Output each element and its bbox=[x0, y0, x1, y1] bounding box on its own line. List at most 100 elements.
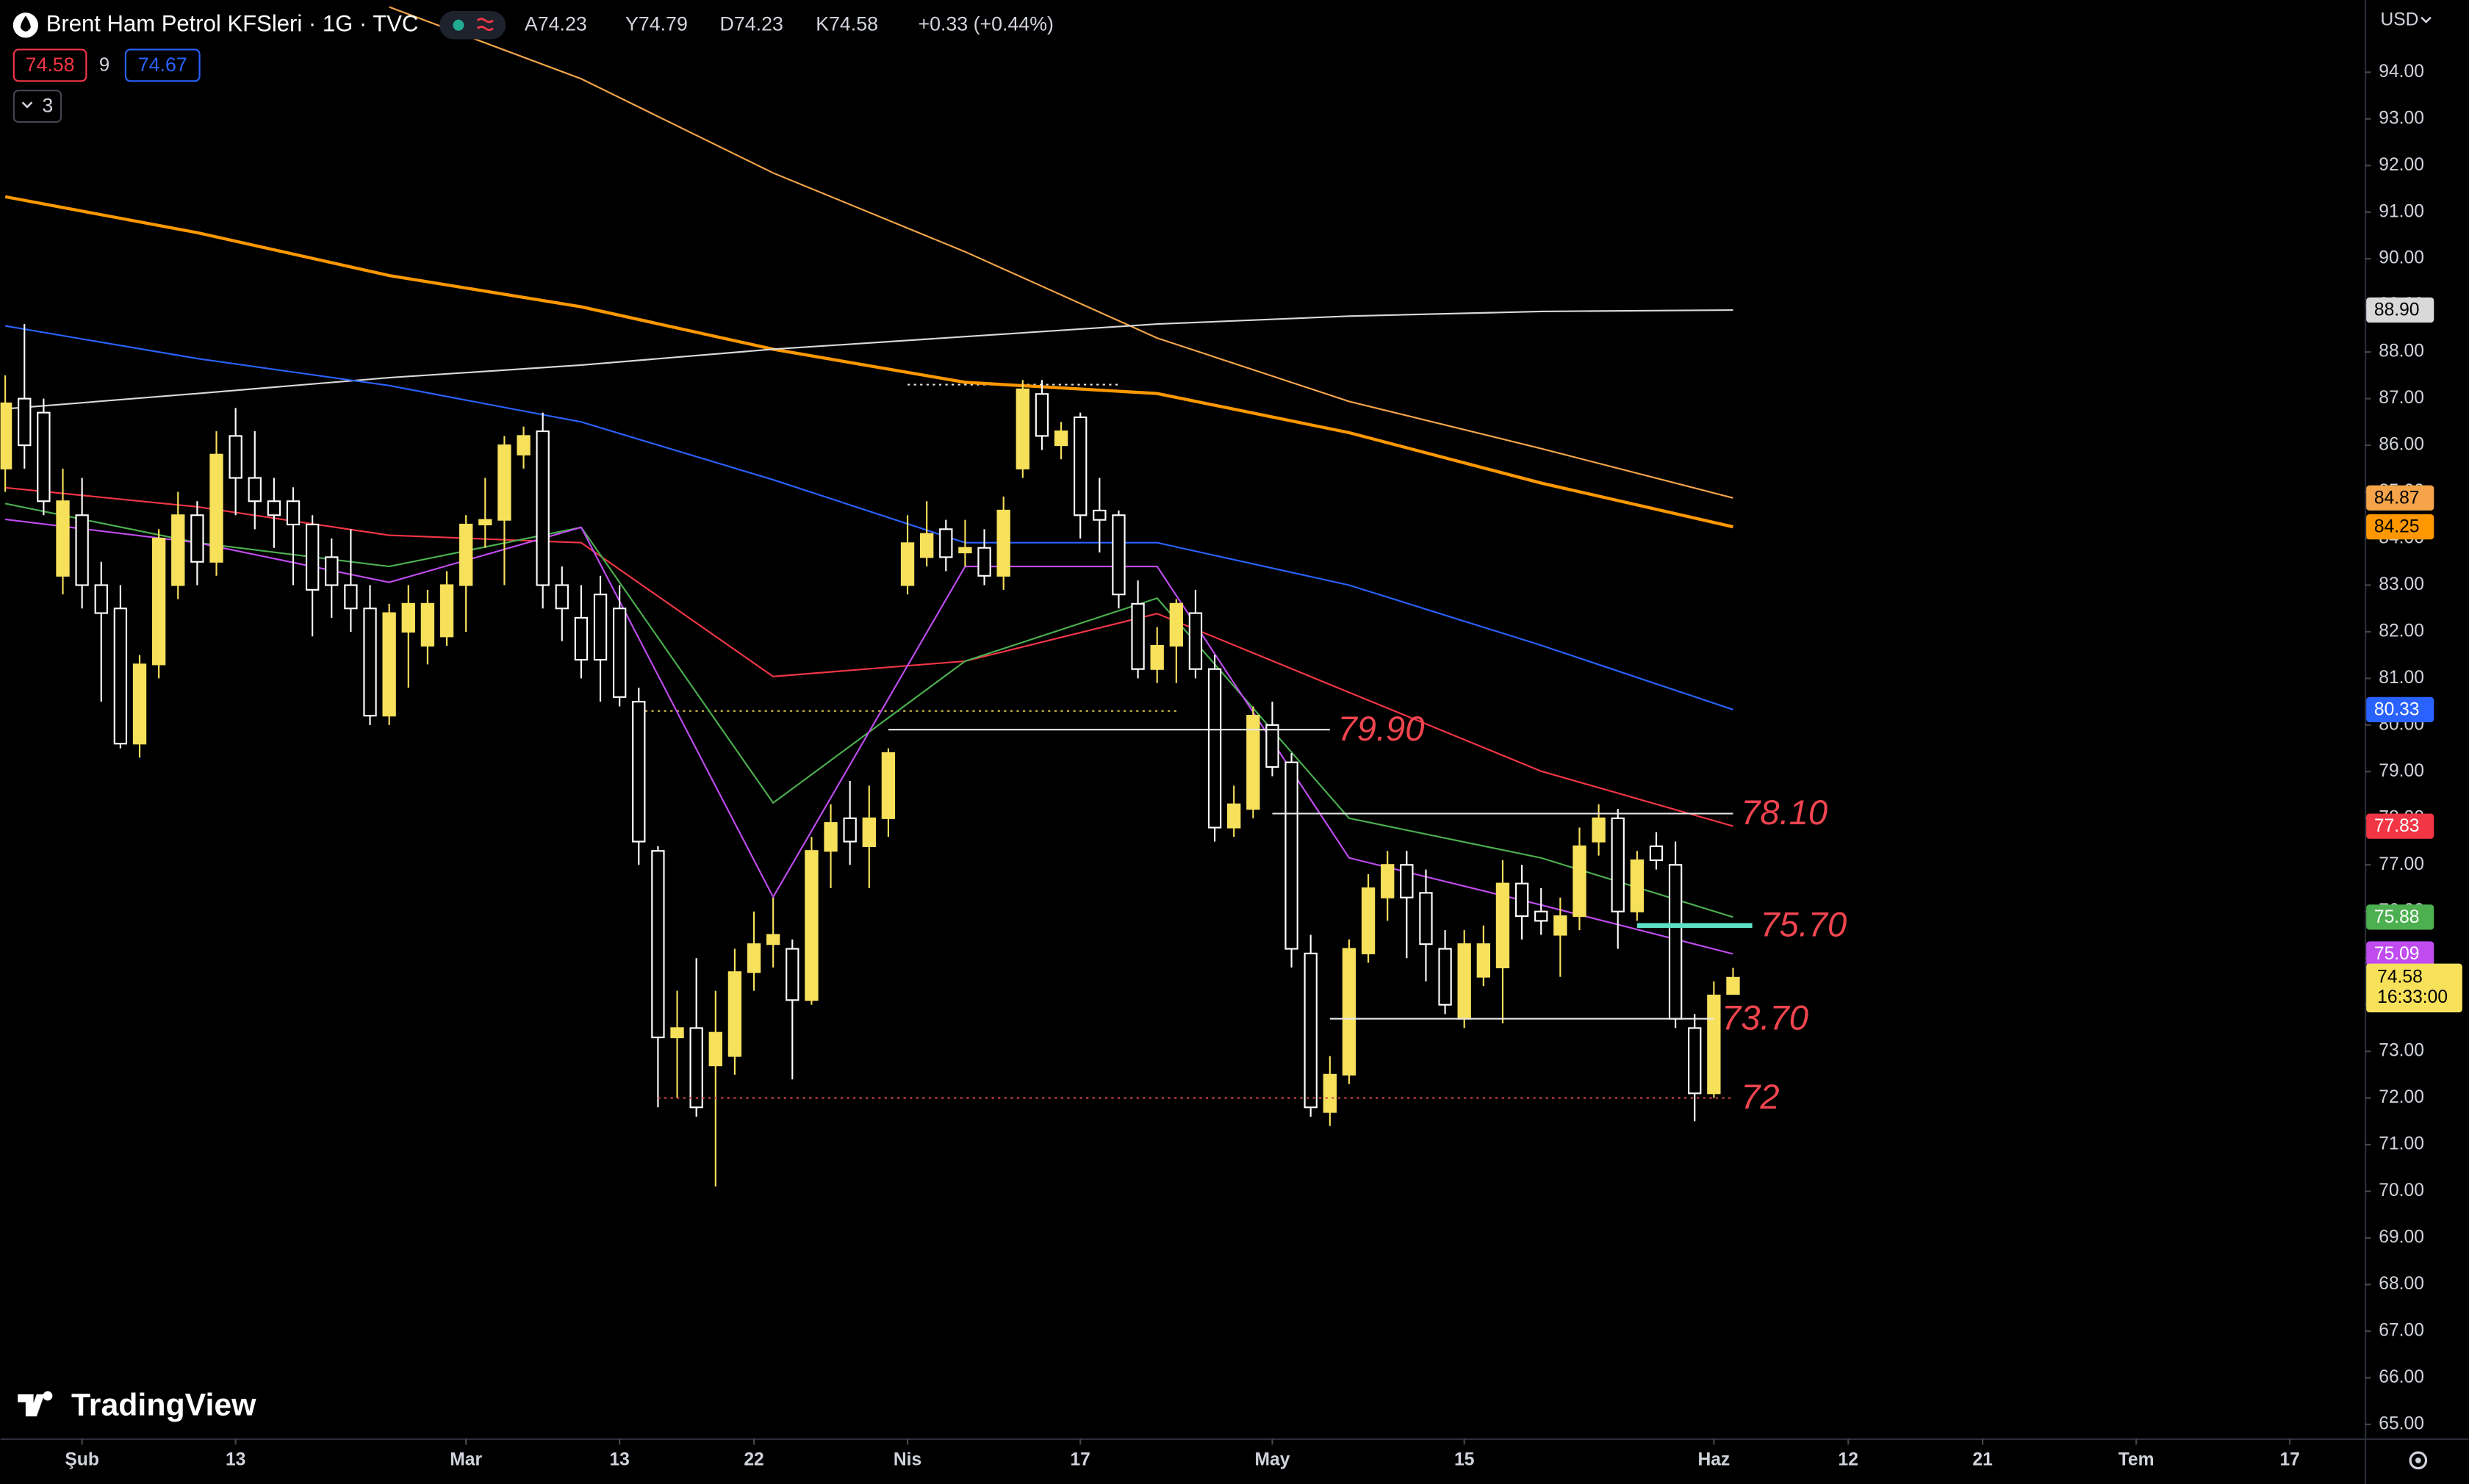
candle-body bbox=[536, 430, 550, 586]
candle-body bbox=[1246, 715, 1260, 810]
x-tick-label: Mar bbox=[450, 1449, 482, 1469]
currency[interactable]: USD bbox=[2380, 10, 2418, 29]
candle-body bbox=[37, 411, 51, 503]
symbol-title[interactable]: Brent Ham Petrol KFSleri · 1G · TVC bbox=[46, 10, 419, 36]
candle-body bbox=[459, 523, 473, 586]
candle-body bbox=[1592, 817, 1606, 843]
candle-body bbox=[593, 594, 608, 661]
ohlc-close: K74.58 bbox=[816, 12, 878, 35]
candle-body bbox=[1284, 761, 1298, 950]
x-tick-label: 17 bbox=[2279, 1449, 2299, 1469]
indicator-count: 3 bbox=[42, 95, 53, 117]
ohlc-change: +0.33 (+0.44%) bbox=[918, 12, 1054, 35]
y-tick-label: 81.00 bbox=[2379, 668, 2424, 688]
candle-body bbox=[132, 663, 147, 745]
price-tag bbox=[2366, 297, 2434, 323]
price-tag-label: 84.87 bbox=[2374, 488, 2420, 508]
watermark: TradingView bbox=[18, 1387, 256, 1422]
status-pill[interactable] bbox=[439, 10, 506, 40]
candle-body bbox=[574, 616, 589, 661]
moving-average bbox=[4, 325, 1733, 710]
candle-body bbox=[229, 435, 242, 479]
candle-body bbox=[1400, 864, 1414, 898]
price-tag-label: 75.88 bbox=[2374, 907, 2420, 927]
y-tick-label: 87.00 bbox=[2379, 388, 2424, 408]
y-tick-label: 73.00 bbox=[2379, 1041, 2424, 1061]
candle-body bbox=[1553, 915, 1567, 936]
price-box-1[interactable] bbox=[12, 48, 87, 82]
candle-body bbox=[1112, 514, 1126, 596]
moving-average bbox=[4, 195, 1733, 529]
plot-area bbox=[0, 6, 1753, 1187]
candle-body bbox=[1093, 509, 1107, 521]
y-tick-label: 91.00 bbox=[2379, 201, 2424, 221]
candle-body bbox=[478, 519, 492, 526]
candle-body bbox=[708, 1031, 722, 1067]
candle-body bbox=[1361, 887, 1376, 954]
last-price-tag bbox=[2366, 963, 2462, 1012]
x-tick-label: 13 bbox=[226, 1449, 245, 1469]
y-tick-label: 66.00 bbox=[2379, 1367, 2424, 1387]
y-tick-label: 93.00 bbox=[2379, 108, 2424, 128]
candle-body bbox=[843, 817, 857, 843]
candle-body bbox=[1035, 393, 1049, 437]
candle-body bbox=[1611, 817, 1625, 912]
price-tag bbox=[2366, 904, 2434, 930]
y-tick-label: 86.00 bbox=[2379, 435, 2424, 455]
candle-body bbox=[382, 612, 396, 717]
candle-body bbox=[824, 822, 838, 852]
y-tick-label: 68.00 bbox=[2379, 1274, 2424, 1294]
y-tick-label: 92.00 bbox=[2379, 155, 2424, 175]
x-tick-label: 21 bbox=[1972, 1449, 1993, 1469]
candle-body bbox=[689, 1027, 703, 1109]
countdown: 16:33:00 bbox=[2377, 987, 2448, 1007]
candle-body bbox=[1514, 882, 1529, 918]
y-tick-label: 69.00 bbox=[2379, 1227, 2424, 1247]
candle-body bbox=[1016, 388, 1029, 469]
y-tick-label: 88.00 bbox=[2379, 342, 2424, 361]
candle-body bbox=[670, 1027, 684, 1039]
logo-text: TradingView bbox=[71, 1387, 256, 1422]
candle-body bbox=[881, 752, 896, 819]
price-box-2[interactable] bbox=[124, 48, 201, 82]
candle-body bbox=[786, 948, 799, 1001]
candle-body bbox=[286, 500, 301, 526]
indicator-toggle[interactable] bbox=[12, 90, 62, 123]
x-tick-label: Haz bbox=[1697, 1449, 1730, 1469]
candle-body bbox=[1457, 943, 1471, 1020]
candle-body bbox=[1342, 948, 1356, 1076]
candle-body bbox=[1381, 864, 1395, 898]
period: 9 bbox=[99, 55, 109, 76]
candle-body bbox=[171, 514, 185, 586]
settings[interactable] bbox=[2409, 1451, 2428, 1470]
moving-average bbox=[389, 6, 1733, 499]
candle-body bbox=[1495, 882, 1510, 968]
candle-body bbox=[248, 477, 262, 503]
y-tick-label: 79.00 bbox=[2379, 761, 2424, 781]
x-tick-label: May bbox=[1254, 1449, 1290, 1469]
candle-body bbox=[862, 817, 876, 847]
price-tag-label: 88.90 bbox=[2374, 300, 2420, 320]
candle-body bbox=[151, 537, 166, 666]
candle-body bbox=[1688, 1027, 1702, 1095]
candle-body bbox=[94, 584, 108, 614]
logo-icon bbox=[18, 1391, 53, 1416]
settings-icon[interactable] bbox=[2409, 1451, 2428, 1470]
candle-body bbox=[325, 556, 339, 586]
status-dot bbox=[453, 19, 464, 31]
candle-body bbox=[305, 523, 320, 591]
level-label: 73.70 bbox=[1722, 998, 1808, 1037]
x-tick-label: Nis bbox=[894, 1449, 921, 1469]
candle-body bbox=[939, 528, 953, 558]
price-tag-label: 80.33 bbox=[2374, 700, 2420, 720]
y-tick-label: 83.00 bbox=[2379, 574, 2424, 594]
candle-body bbox=[420, 602, 435, 647]
candle-body bbox=[209, 453, 223, 563]
candle-body bbox=[113, 608, 128, 745]
price-tag bbox=[2366, 485, 2434, 511]
candle-body bbox=[1304, 952, 1318, 1109]
price-box-1-text: 74.58 bbox=[26, 54, 75, 76]
level-label: 75.70 bbox=[1760, 904, 1847, 943]
